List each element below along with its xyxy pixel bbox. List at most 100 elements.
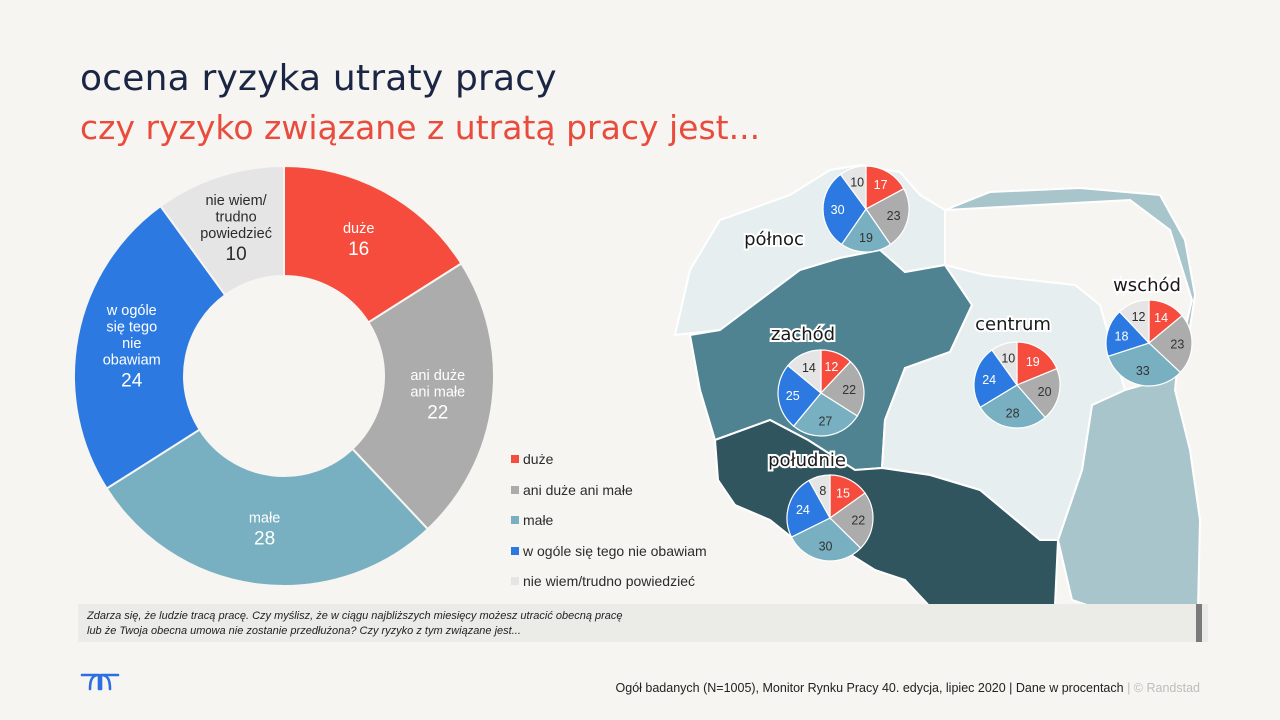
region-label: centrum <box>975 314 1051 335</box>
region-value-label: 27 <box>818 415 832 429</box>
donut-slice-label-line: nie wiem/ <box>205 193 267 209</box>
legend-item-male: małe <box>511 505 707 536</box>
region-value-label: 17 <box>874 178 888 192</box>
footer-source: Ogół badanych (N=1005), Monitor Rynku Pr… <box>615 681 1124 695</box>
donut-slice-label-line: się tego <box>106 319 157 335</box>
legend-label: w ogóle się tego nie obawiam <box>523 542 707 559</box>
legend-label: duże <box>523 451 554 468</box>
region-value-label: 22 <box>851 514 865 528</box>
region-value-label: 10 <box>850 176 864 190</box>
donut-slice-label: ani duże ani małe <box>410 368 465 401</box>
legend-item-wogole: w ogóle się tego nie obawiam <box>511 536 707 567</box>
note-accent-bar <box>1196 604 1202 642</box>
donut-slice-label-line: małe <box>249 511 280 527</box>
region-value-label: 30 <box>819 540 833 554</box>
donut-slice-label-line: duże <box>343 221 374 237</box>
donut-slice-wogole <box>73 204 227 490</box>
donut-slice-label-line: obawiam <box>103 352 161 368</box>
region-value-label: 8 <box>819 484 826 498</box>
region-value-label: 18 <box>1115 329 1129 343</box>
region-value-label: 33 <box>1136 364 1150 378</box>
region-value-label: 19 <box>1026 355 1040 369</box>
region-value-label: 23 <box>887 209 901 223</box>
legend-swatch <box>511 455 519 464</box>
region-slice-wogole <box>822 173 867 246</box>
donut-slice-male <box>105 428 430 587</box>
donut-slice-label: w ogóle się tego nie obawiam <box>103 303 161 369</box>
donut-value-label: 10 <box>226 244 247 265</box>
region-slice-duze <box>865 165 905 211</box>
donut-value-label: 28 <box>254 529 275 550</box>
region-slice-ani <box>829 492 874 550</box>
donut-slice-label-line: ani małe <box>410 384 465 400</box>
donut-slice-label-line: ani duże <box>410 368 465 384</box>
question-line-2: lub że Twoja obecna umowa nie zostanie p… <box>87 625 521 637</box>
donut-slice-label-line: nie <box>122 336 141 352</box>
region-label: północ <box>744 229 804 250</box>
region-slice-ani <box>1148 314 1193 374</box>
region-value-label: 30 <box>831 203 845 217</box>
region-slice-male <box>1107 342 1182 387</box>
region-value-label: 14 <box>802 361 816 375</box>
region-slice-niewiem <box>991 341 1018 387</box>
donut-slice-label: duże <box>343 221 374 237</box>
region-value-label: 20 <box>1038 385 1052 399</box>
legend-label: ani duże ani małe <box>523 481 633 498</box>
region-value-label: 12 <box>1132 310 1146 324</box>
donut-value-label: 22 <box>427 402 448 423</box>
region-value-label: 19 <box>859 231 873 245</box>
donut-value-label: 16 <box>348 239 369 260</box>
region-value-label: 10 <box>1001 351 1015 365</box>
region-pie-charts: północ1723193010zachód1222272514centrum1… <box>742 165 1193 562</box>
donut-slice-label-line: powiedzieć <box>200 226 272 242</box>
question-note: Zdarza się, że ludzie tracą pracę. Czy m… <box>78 604 1208 642</box>
region-slice-ani <box>1015 367 1061 419</box>
region-label: zachód <box>771 324 835 345</box>
region-slice-ani <box>820 360 865 417</box>
region-slice-ani <box>865 187 910 246</box>
legend-item-duze: duże <box>511 444 707 475</box>
page-title: ocena ryzyka utraty pracy <box>80 58 557 99</box>
region-slice-niewiem <box>839 165 867 211</box>
region-pie-północ: północ 17 23 19 30 10 <box>742 165 910 253</box>
legend-label: nie wiem/trudno powiedzieć <box>523 573 695 590</box>
region-slice-wogole <box>777 364 822 427</box>
legend-swatch <box>511 577 519 586</box>
donut-slice-label: nie wiem/trudno powiedzieć <box>200 193 272 242</box>
region-slice-wogole <box>786 479 831 538</box>
donut-slice-duze <box>283 164 463 324</box>
chart-legend: duże ani duże ani małe małe w ogóle się … <box>511 444 707 597</box>
donut-slice-ani <box>351 262 495 531</box>
page-subtitle: czy ryzyko związane z utratą pracy jest.… <box>80 108 761 147</box>
region-slice-male <box>792 392 859 437</box>
legend-item-ani: ani duże ani małe <box>511 475 707 506</box>
question-line-1: Zdarza się, że ludzie tracą pracę. Czy m… <box>87 610 623 622</box>
legend-swatch <box>511 546 519 555</box>
donut-slice-niewiem <box>159 164 285 297</box>
region-value-label: 12 <box>824 360 838 374</box>
question-text: Zdarza się, że ludzie tracą pracę. Czy m… <box>87 609 767 639</box>
region-value-label: 24 <box>796 503 810 517</box>
region-value-label: 24 <box>982 373 996 387</box>
region-slice-wogole <box>973 349 1018 409</box>
region-slice-niewiem <box>787 349 822 395</box>
region-slice-wogole <box>1105 310 1151 358</box>
legend-item-niewiem: nie wiem/trudno powiedzieć <box>511 566 707 597</box>
legend-swatch <box>511 516 519 525</box>
region-slice-male <box>840 207 892 253</box>
legend-label: małe <box>523 512 554 529</box>
region-slice-duze <box>1016 341 1058 386</box>
region-pie-centrum: centrum 19 20 28 24 10 <box>973 312 1061 429</box>
footer-copyright: © Randstad <box>1133 681 1200 695</box>
region-label: południe <box>768 450 846 471</box>
footer-separator: | <box>1127 681 1131 695</box>
region-value-label: 22 <box>842 383 856 397</box>
legend-swatch <box>511 485 519 494</box>
randstad-logo-icon <box>80 673 120 691</box>
region-value-label: 28 <box>1006 407 1020 421</box>
region-label: wschód <box>1113 275 1181 296</box>
